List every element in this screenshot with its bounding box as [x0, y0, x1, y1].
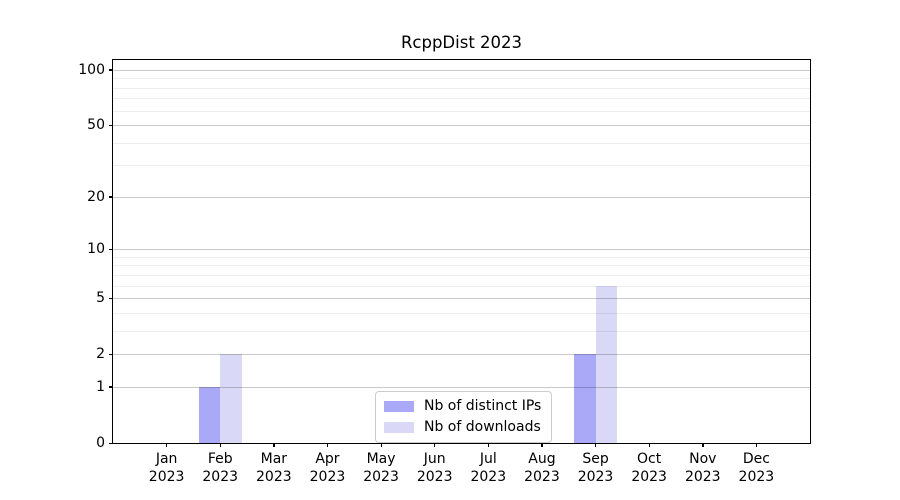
y-tick-mark — [108, 124, 113, 126]
x-tick-label: Jul 2023 — [456, 451, 520, 486]
y-tick-label: 100 — [78, 61, 105, 78]
x-tick-mark — [166, 443, 168, 447]
y-tick-mark — [108, 353, 113, 355]
x-tick-month: Apr — [315, 451, 340, 467]
x-tick-mark — [487, 443, 490, 447]
bar — [595, 285, 617, 443]
x-tick-month: Sep — [582, 451, 609, 467]
minor-gridline — [113, 98, 810, 100]
minor-gridline — [113, 142, 810, 144]
legend-entry: Nb of downloads — [384, 419, 541, 435]
x-tick-label: Sep 2023 — [564, 451, 628, 486]
x-tick-year: 2023 — [416, 468, 453, 485]
x-tick-mark — [541, 443, 543, 447]
x-tick-label: Nov 2023 — [671, 451, 735, 486]
x-tick-mark — [434, 443, 436, 447]
x-tick-year: 2023 — [256, 468, 292, 485]
x-tick-label: Jan 2023 — [135, 451, 199, 486]
minor-gridline — [113, 256, 810, 258]
x-tick-year: 2023 — [363, 468, 399, 485]
x-tick-label: May 2023 — [349, 451, 413, 486]
plot-area — [112, 59, 811, 444]
major-gridline — [113, 386, 810, 388]
major-gridline — [113, 298, 810, 300]
minor-gridline — [113, 285, 810, 287]
x-tick-label: Oct 2023 — [617, 451, 681, 486]
x-tick-month: Dec — [742, 451, 770, 467]
major-gridline — [113, 249, 810, 251]
major-gridline — [113, 69, 810, 71]
minor-gridline — [113, 274, 810, 276]
minor-gridline — [113, 78, 810, 80]
x-tick-label: Jun 2023 — [403, 451, 467, 486]
legend-label: Nb of downloads — [424, 419, 541, 435]
x-tick-year: 2023 — [524, 468, 560, 485]
major-gridline — [113, 125, 810, 127]
y-tick-mark — [108, 297, 113, 299]
x-tick-month: Jun — [423, 451, 446, 467]
x-tick-mark — [755, 443, 758, 447]
x-tick-month: Mar — [260, 451, 288, 467]
y-tick-mark — [108, 442, 113, 444]
legend-swatch — [384, 400, 414, 412]
x-tick-year: 2023 — [148, 468, 185, 485]
minor-gridline — [113, 165, 810, 167]
x-tick-year: 2023 — [738, 468, 775, 485]
x-tick-month: Oct — [637, 451, 662, 467]
legend-entry: Nb of distinct IPs — [384, 398, 541, 414]
x-tick-month: Aug — [528, 451, 556, 467]
bar — [220, 354, 242, 443]
minor-gridline — [113, 110, 810, 112]
x-tick-label: Feb 2023 — [188, 451, 252, 486]
x-tick-mark — [380, 443, 382, 447]
y-tick-mark — [108, 248, 113, 250]
x-tick-mark — [273, 443, 275, 447]
y-tick-mark — [108, 196, 113, 198]
x-tick-label: Dec 2023 — [724, 451, 788, 486]
x-tick-year: 2023 — [470, 468, 507, 485]
y-tick-mark — [108, 69, 113, 71]
y-tick-label: 10 — [87, 241, 105, 258]
x-tick-label: Mar 2023 — [242, 451, 306, 486]
minor-gridline — [113, 265, 810, 267]
x-tick-year: 2023 — [577, 468, 614, 485]
major-gridline — [113, 196, 810, 198]
x-tick-year: 2023 — [631, 468, 667, 485]
minor-gridline — [113, 312, 810, 314]
minor-gridline — [113, 87, 810, 89]
x-tick-month: Jul — [479, 451, 497, 467]
x-tick-month: Jan — [155, 451, 178, 467]
y-tick-label: 0 — [96, 435, 105, 451]
x-tick-label: Aug 2023 — [510, 451, 574, 486]
major-gridline — [113, 354, 810, 356]
x-tick-month: Feb — [207, 451, 233, 467]
legend: Nb of distinct IPs Nb of downloads — [375, 391, 553, 443]
bar — [198, 386, 221, 443]
x-tick-year: 2023 — [202, 468, 239, 485]
x-tick-mark — [326, 443, 329, 447]
x-tick-year: 2023 — [309, 468, 346, 485]
x-tick-mark — [595, 443, 597, 447]
y-tick-label: 20 — [87, 188, 105, 205]
x-tick-month: May — [366, 451, 396, 467]
x-tick-month: Nov — [689, 451, 717, 467]
x-tick-mark — [648, 443, 650, 447]
x-tick-year: 2023 — [684, 468, 721, 485]
y-tick-label: 5 — [96, 290, 105, 307]
y-tick-label: 1 — [96, 378, 105, 395]
legend-swatch — [384, 421, 414, 433]
minor-gridline — [113, 330, 810, 332]
x-tick-mark — [702, 443, 704, 447]
x-tick-mark — [219, 443, 222, 447]
x-tick-label: Apr 2023 — [295, 451, 359, 486]
legend-label: Nb of distinct IPs — [424, 398, 542, 414]
bar — [574, 354, 596, 443]
y-tick-mark — [108, 386, 113, 388]
y-tick-label: 2 — [96, 346, 105, 363]
chart-title: RcppDist 2023 — [400, 33, 523, 52]
y-tick-label: 50 — [87, 117, 105, 134]
